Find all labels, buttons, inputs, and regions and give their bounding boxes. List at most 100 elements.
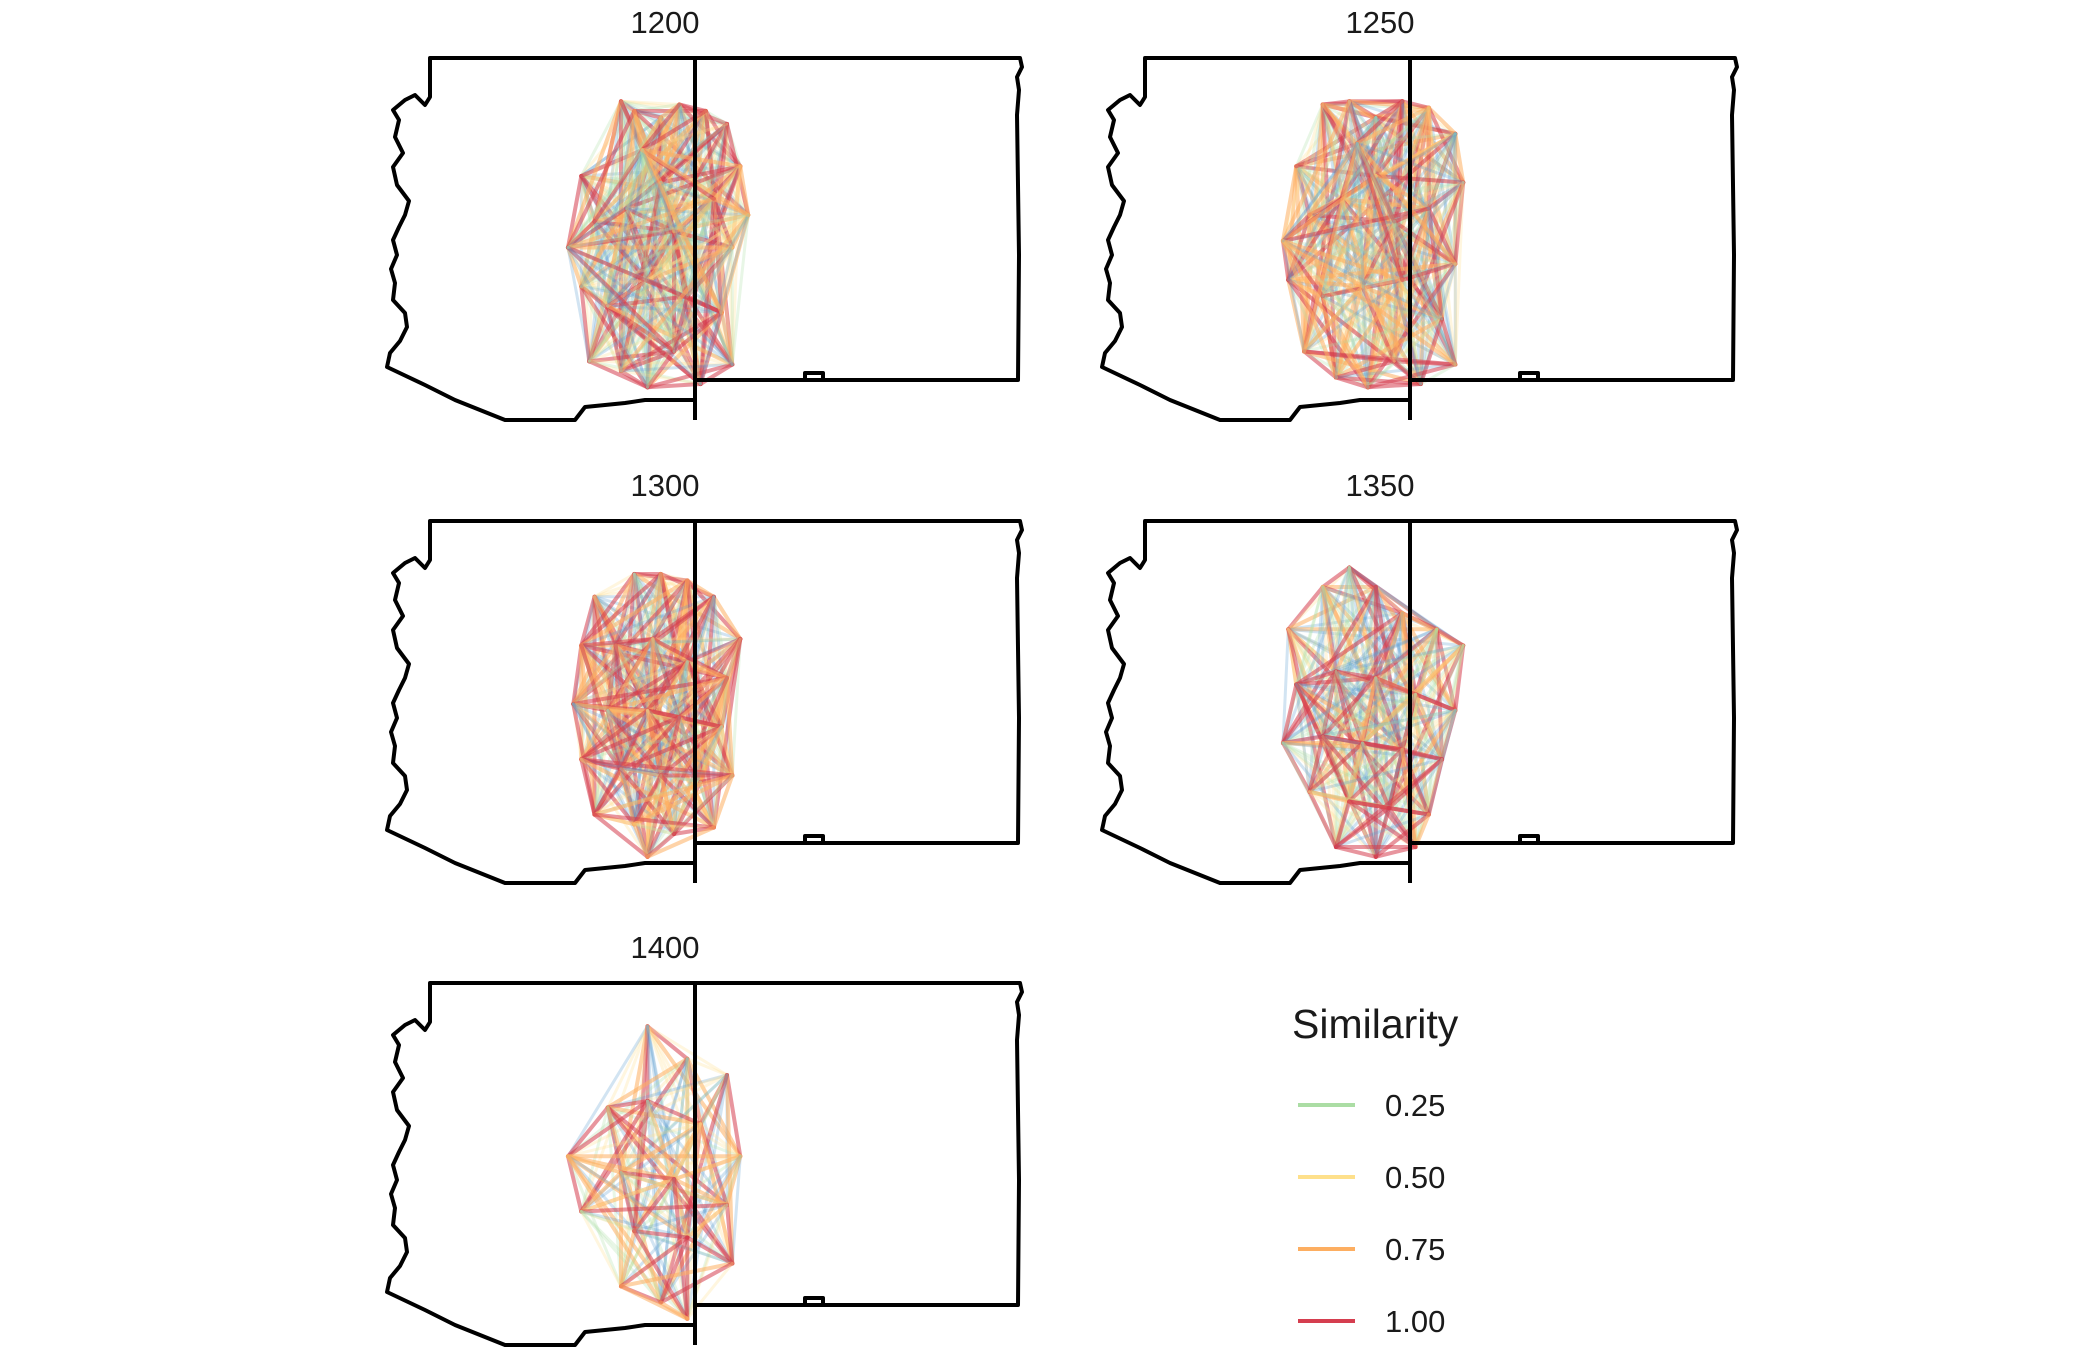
network-edge [624,181,663,210]
network-edge [579,578,690,648]
network-edge [579,1210,663,1304]
network-edge [1360,284,1444,321]
network-edge [1392,219,1458,266]
network-edge [592,148,645,224]
network-edge [566,245,584,289]
network-edge [1334,317,1444,380]
network-edge [1400,99,1431,110]
network-edge [1321,735,1338,849]
network-edge [566,122,729,249]
network-edge [571,676,729,706]
network-edge [1347,757,1444,803]
network-edge [587,359,702,386]
network-edge [619,310,724,373]
network-edge [606,213,750,308]
network-edge [579,595,596,761]
network-edge [619,708,650,771]
network-edge [1347,99,1431,110]
network-edge [640,148,649,389]
network-edge [738,164,751,217]
network-edge [605,708,623,771]
network-edge [605,1056,690,1110]
network-edge [1334,813,1431,849]
map-panel-1250: 1250 [1100,5,1739,422]
network-edge [1440,262,1457,321]
network-edge [1355,142,1396,363]
network-edge [1308,676,1378,794]
network-edge [1366,174,1378,389]
network-edge [1373,174,1466,185]
network-edge [1286,627,1405,752]
network-edge [566,246,623,373]
network-edge [672,676,729,836]
panel-title: 1400 [631,930,700,965]
network-edge [619,1170,637,1233]
network-edge [720,725,734,777]
network-edge [730,213,750,366]
network-edge [587,359,734,366]
map-panels: 1200 1250 1300 1350 1400 [385,5,1739,1347]
network-edge [725,1203,735,1266]
network-edge [1334,644,1465,673]
network-edge [646,278,676,353]
network-edge [579,181,663,288]
network-edge [1453,643,1466,713]
legend-entry-1.00: 1.00 [1298,1304,1445,1339]
network-edge [1302,349,1338,380]
network-edge [592,219,650,282]
network-edge [1281,174,1378,243]
network-edge [593,774,663,816]
network-edge [605,278,650,308]
network-edge [1281,239,1396,363]
network-edge [1302,317,1444,353]
network-edge [1286,566,1351,631]
network-edge [606,304,649,389]
network-edge [1334,670,1351,803]
network-edge [1355,132,1457,145]
network-edge [579,1210,636,1233]
network-edge [711,594,743,641]
network-edge [1373,105,1431,178]
network-edge [1440,132,1457,321]
network-edge [1426,131,1458,211]
network-edge [1281,741,1378,859]
network-edge [1286,627,1444,761]
panel-title: 1200 [631,5,700,40]
network-edge [1281,99,1404,243]
network-edge [619,1261,735,1289]
network-edge [659,181,716,201]
network-edge [1366,317,1444,389]
network-edge [1294,103,1325,168]
network-edge [711,773,735,830]
network-edge [1392,278,1405,364]
network-edge [624,109,708,211]
network-edge [1355,105,1431,146]
network-edge [619,213,751,373]
network-edge [672,294,690,354]
network-edge [619,369,650,390]
network-edge [719,310,735,367]
network-edge [632,822,650,859]
network-edge [579,709,610,761]
network-edge [1281,103,1325,243]
network-edge [1414,627,1439,849]
network-edge [1426,757,1444,817]
network-edge [579,1210,623,1288]
network-edge [1281,692,1417,745]
network-edge [579,174,628,210]
network-edge [1281,676,1378,745]
legend-label: 1.00 [1385,1304,1445,1339]
network-edge [1347,566,1378,859]
network-edge [698,1121,735,1266]
network-edge [645,349,676,390]
network-edge [1339,197,1423,386]
network-edge [579,285,689,298]
network-edge [579,757,597,817]
network-edge [645,1024,690,1061]
legend-entries: 0.25 0.50 0.75 1.00 [1298,1088,1445,1339]
network-edge [1286,627,1311,794]
map-panel-1300: 1300 [385,468,1024,885]
network-edge [672,1177,729,1207]
network-edge [1426,105,1466,185]
